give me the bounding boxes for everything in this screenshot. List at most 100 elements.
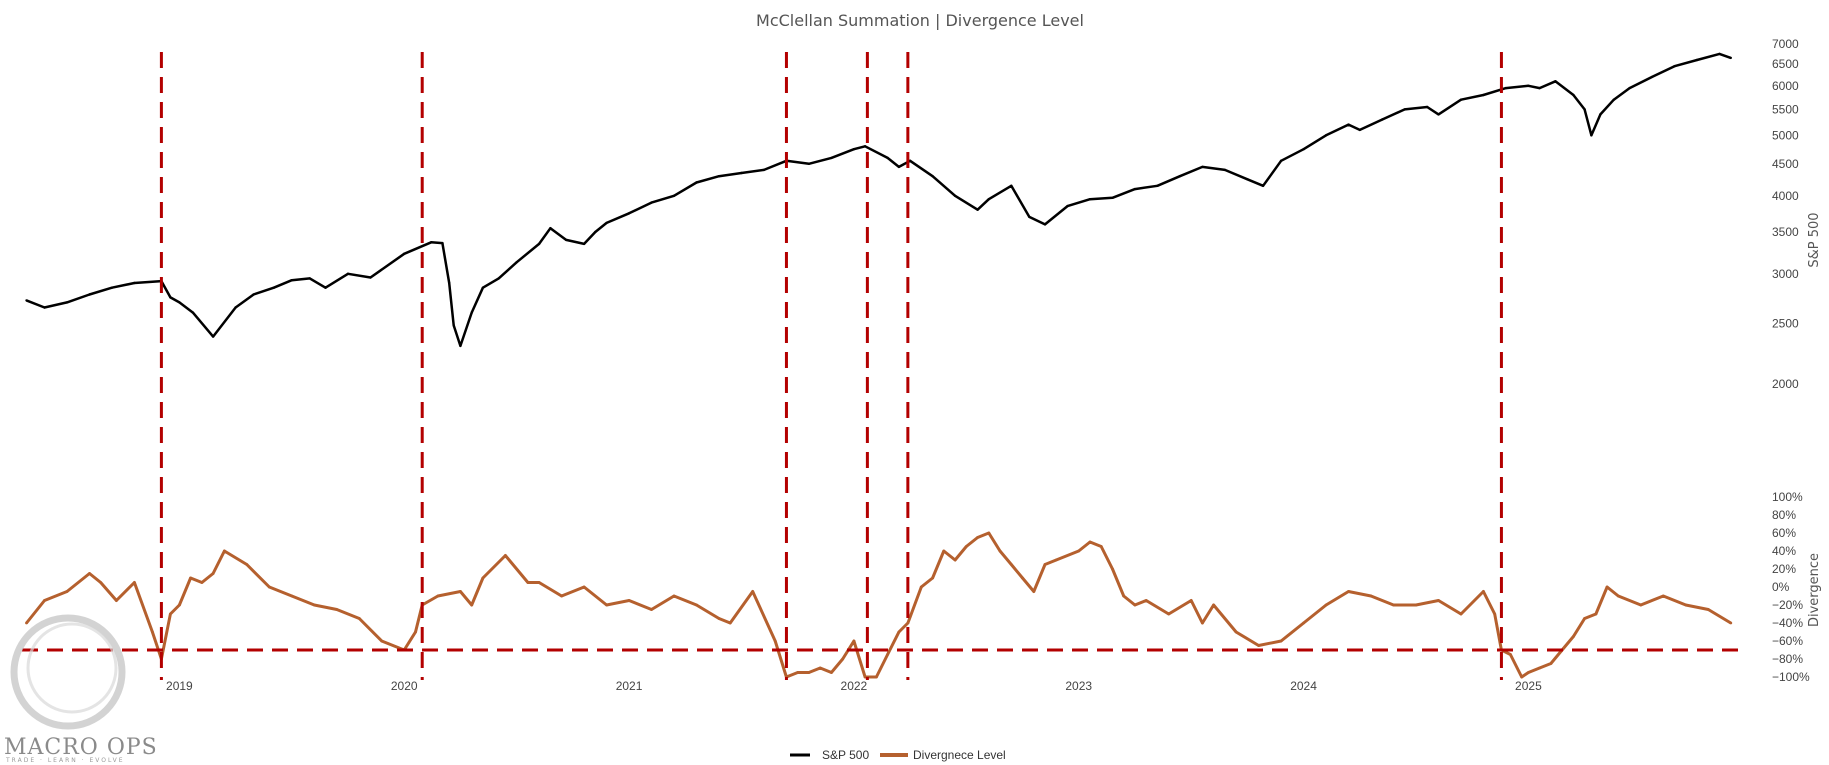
sp500-point	[133, 281, 136, 285]
divergence-point	[942, 549, 946, 553]
sp500-point	[1695, 58, 1699, 62]
sp500-point	[1482, 93, 1485, 97]
divergence-point	[43, 599, 46, 602]
sp500-point	[740, 171, 743, 175]
divergence-point	[582, 585, 586, 589]
sp500-y-axis: 7000 6500 6000 5500 5000 4500 4000 3500 3000 2500…	[1772, 37, 1799, 391]
sp500-point	[1612, 98, 1616, 101]
divergence-point	[897, 630, 901, 634]
sp500-point	[650, 201, 653, 204]
sp500-line	[26, 52, 1732, 348]
sp500-point	[324, 286, 327, 289]
sp500-point	[1583, 108, 1586, 111]
divergence-point	[1302, 621, 1305, 625]
divergence-point	[1369, 594, 1373, 598]
sp500-point	[564, 238, 568, 242]
divergence-point	[115, 599, 118, 602]
sp500-point	[1673, 65, 1676, 68]
divergence-y-tick-label: −60%	[1772, 634, 1803, 648]
divergence-point	[1661, 594, 1665, 598]
divergence-point	[1054, 558, 1058, 562]
sp500-point	[1223, 168, 1227, 172]
sp500-point	[272, 286, 275, 289]
logo-ring-inner-icon	[26, 622, 118, 714]
sp500-point	[1028, 215, 1031, 219]
divergence-point	[380, 639, 384, 643]
sp500-point	[852, 148, 856, 151]
legend-item-sp500[interactable]: S&P 500	[790, 748, 869, 762]
divergence-point	[290, 594, 294, 598]
chart-title: McClellan Summation | Divergence Level	[756, 11, 1084, 30]
sp500-y-tick-label: 6000	[1772, 79, 1799, 93]
sp500-point	[830, 156, 833, 160]
divergence-point	[852, 639, 856, 643]
sp500-point	[1261, 184, 1265, 187]
sp500-point	[1504, 86, 1508, 90]
divergence-y-tick-label: −80%	[1772, 652, 1803, 666]
divergence-point	[1167, 612, 1171, 616]
sp500-point	[211, 335, 215, 338]
divergence-point	[1616, 594, 1620, 598]
sp500-point	[1538, 86, 1541, 90]
divergence-point	[1594, 612, 1598, 616]
divergence-point	[189, 576, 193, 580]
sp500-point	[234, 306, 237, 309]
divergence-point	[1605, 585, 1609, 589]
x-axis: 2019 2020 2021 2022 2023 2024 2025	[166, 679, 1542, 693]
divergence-point	[414, 630, 417, 634]
signal-lines	[159, 52, 1503, 680]
sp500-y-tick-label: 3500	[1772, 225, 1799, 239]
legend-item-divergence[interactable]: Divergnece Level	[880, 748, 1006, 762]
divergence-point	[245, 563, 249, 566]
divergence-point	[1043, 563, 1047, 566]
sp500-point	[627, 212, 631, 215]
divergence-point	[1706, 608, 1710, 611]
x-tick-label: 2021	[616, 679, 643, 693]
sp500-y-tick-label: 5500	[1772, 102, 1799, 116]
sp500-point	[191, 311, 195, 314]
sp500-point	[886, 156, 889, 160]
divergence-point	[1347, 590, 1350, 593]
sp500-point	[549, 227, 552, 230]
divergence-point	[717, 617, 721, 620]
sp500-point	[441, 241, 444, 245]
divergence-point	[169, 612, 172, 616]
sp500-point	[252, 293, 255, 296]
sp500-point	[25, 299, 28, 302]
macro-ops-logo: MACRO OPS TRADE · LEARN · EVOLVE	[4, 614, 157, 764]
divergence-axis-title: Divergence	[1807, 553, 1822, 627]
divergence-point	[560, 594, 563, 598]
sp500-point	[1133, 187, 1137, 191]
x-tick-label: 2023	[1065, 679, 1092, 693]
divergence-point	[99, 581, 103, 584]
divergence-point	[1212, 603, 1215, 607]
sp500-point	[1246, 178, 1249, 181]
divergence-point	[1520, 675, 1524, 679]
divergence-point	[1482, 590, 1485, 593]
divergence-point	[1021, 576, 1024, 580]
divergence-point	[200, 581, 204, 584]
divergence-y-tick-label: 80%	[1772, 508, 1796, 522]
divergence-y-tick-label: −40%	[1772, 616, 1803, 630]
sp500-y-tick-label: 2000	[1772, 377, 1799, 391]
divergence-point	[863, 675, 867, 679]
divergence-panel	[22, 531, 1742, 679]
sp500-axis-title: S&P 500	[1807, 212, 1822, 267]
divergence-point	[796, 671, 800, 674]
divergence-point	[1257, 644, 1260, 647]
sp500-point	[1066, 204, 1069, 208]
sp500-point	[1459, 98, 1463, 101]
x-tick-label: 2025	[1515, 679, 1542, 693]
divergence-point	[1133, 603, 1137, 607]
sp500-point	[987, 198, 990, 201]
divergence-point	[1122, 594, 1126, 598]
sp500-point	[672, 194, 676, 197]
sp500-point	[1437, 113, 1440, 116]
sp500-point	[290, 279, 293, 282]
sp500-point	[762, 168, 766, 172]
divergence-point	[1437, 599, 1440, 602]
divergence-point	[1032, 590, 1036, 593]
divergence-point	[65, 590, 69, 593]
sp500-point	[1554, 80, 1557, 83]
sp500-point	[452, 324, 455, 327]
